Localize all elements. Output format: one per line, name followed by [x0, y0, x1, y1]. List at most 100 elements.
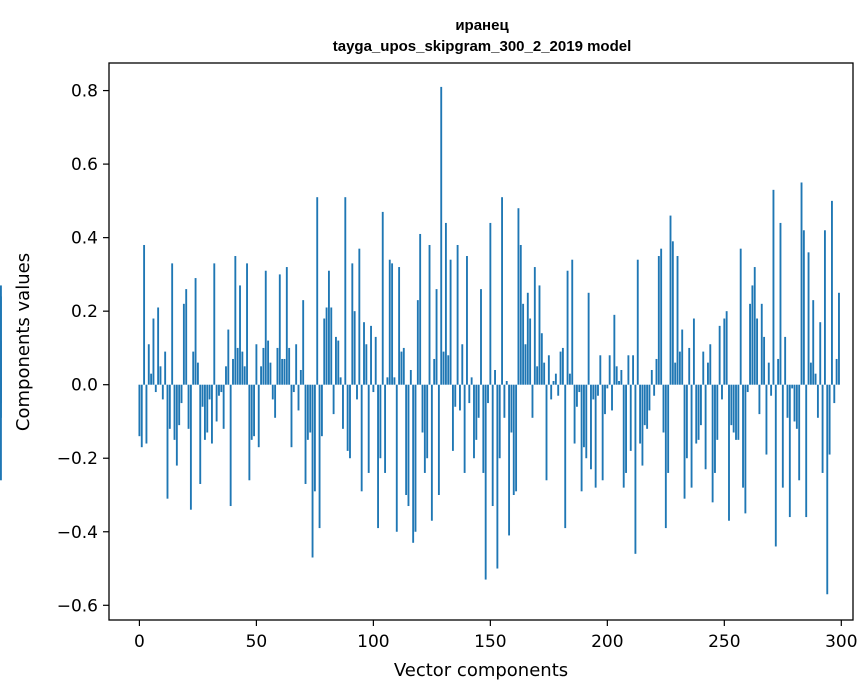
bar [412, 384, 415, 543]
bar [742, 384, 744, 488]
bar [627, 355, 630, 385]
y-tick-label: 0.8 [71, 82, 98, 102]
bar [774, 384, 777, 547]
bar [807, 252, 810, 385]
bar [407, 384, 410, 507]
y-tick-label: 0.2 [71, 302, 98, 322]
bar [606, 384, 609, 389]
bar [428, 244, 431, 385]
bar [821, 384, 824, 473]
bar [320, 384, 323, 437]
bar [374, 336, 377, 385]
bar [449, 259, 452, 385]
bar [585, 384, 588, 459]
bar [554, 373, 557, 385]
bar [643, 384, 646, 426]
bar [456, 244, 459, 385]
bar [735, 384, 737, 440]
bar [475, 384, 478, 440]
bar [248, 384, 251, 481]
bar [557, 384, 560, 396]
bar [575, 384, 578, 407]
bar [225, 366, 227, 385]
bar [199, 384, 202, 484]
bar [678, 351, 681, 385]
bar [400, 351, 403, 385]
bar [669, 215, 672, 385]
bar [573, 384, 576, 444]
bar [653, 384, 656, 396]
bar [395, 384, 398, 532]
bar [323, 318, 326, 385]
bar [185, 289, 188, 385]
bar [498, 384, 501, 459]
x-tick-label: 200 [591, 632, 623, 652]
bar [473, 384, 475, 459]
bar [316, 197, 319, 385]
bar [318, 384, 321, 529]
bar [351, 263, 354, 385]
bar [189, 384, 192, 510]
bar [232, 358, 234, 385]
bar [779, 222, 782, 385]
bar [451, 384, 454, 451]
bar [809, 362, 812, 385]
bar [508, 384, 511, 536]
bar [484, 384, 487, 580]
bar [531, 384, 534, 418]
bar [442, 351, 445, 385]
bar [0, 296, 2, 385]
bar [795, 384, 798, 429]
bar [161, 384, 164, 400]
bar [206, 384, 209, 433]
bar [718, 325, 721, 385]
bar [435, 289, 438, 385]
bar [737, 384, 740, 440]
plot-frame [108, 62, 854, 621]
bar [260, 366, 263, 385]
bar [463, 384, 466, 473]
bar [583, 384, 585, 448]
bar [496, 384, 499, 569]
bar [302, 300, 305, 385]
bar [339, 377, 342, 385]
bar [243, 366, 246, 385]
bar [545, 384, 548, 481]
bar [634, 384, 637, 554]
bar [784, 336, 787, 385]
bar [218, 384, 220, 396]
bar [419, 233, 422, 385]
bar [409, 369, 412, 385]
bar [482, 384, 485, 473]
bar [620, 369, 623, 385]
bar [150, 373, 153, 385]
x-tick-label: 300 [825, 632, 857, 652]
bar [802, 230, 805, 385]
bar [681, 329, 684, 385]
bar [510, 384, 513, 433]
bar [674, 362, 677, 385]
bar [398, 267, 401, 385]
bar [342, 384, 344, 429]
bar [159, 366, 162, 385]
bar [533, 267, 536, 385]
bar [157, 307, 160, 385]
bar [788, 384, 791, 518]
bar [313, 384, 316, 492]
bar [756, 318, 759, 385]
bar [538, 285, 541, 385]
bar [381, 211, 384, 385]
bar [699, 384, 702, 426]
bar [758, 384, 761, 415]
bar [629, 384, 632, 451]
bar [414, 384, 417, 532]
bar [353, 311, 356, 385]
bar [466, 256, 468, 385]
bar [182, 303, 185, 385]
bar [716, 384, 719, 440]
bar [196, 362, 199, 385]
bar [823, 230, 826, 385]
bar [587, 292, 590, 385]
bar [714, 384, 716, 473]
